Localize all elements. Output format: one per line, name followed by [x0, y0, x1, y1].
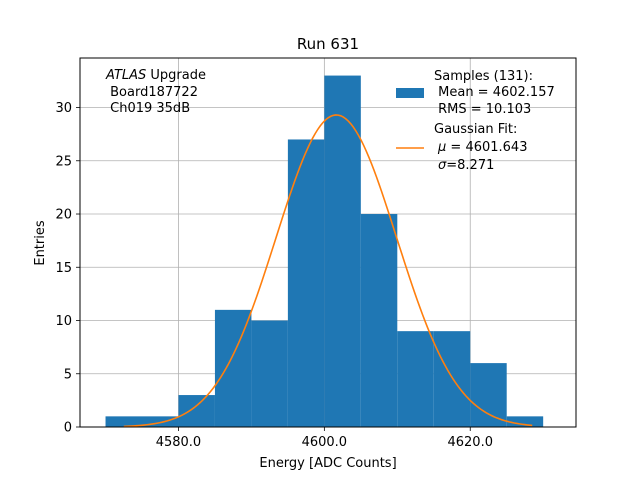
x-tick-label: 4580.0 — [156, 435, 202, 450]
histogram-bar — [142, 416, 179, 427]
plot-frame — [79, 57, 577, 428]
histogram-bar — [470, 363, 507, 427]
fit-curve-layer — [123, 114, 533, 428]
histogram-bar — [397, 331, 434, 427]
histogram-bars — [105, 75, 544, 428]
y-tick-label: 10 — [55, 314, 72, 329]
sigma-value: =8.271 — [446, 158, 494, 173]
y-tick-label: 15 — [55, 261, 72, 276]
y-tick-label: 25 — [55, 154, 72, 169]
mu-symbol: μ — [437, 140, 446, 155]
channel-label: Ch019 35dB — [106, 101, 190, 116]
histogram-bar — [178, 395, 215, 427]
board-label: Board187722 — [106, 85, 198, 100]
gaussian-fit-curve — [123, 114, 533, 428]
mu-value: = 4601.643 — [446, 140, 527, 155]
histogram-bar — [433, 331, 471, 427]
x-axis-label: Energy [ADC Counts] — [259, 456, 396, 471]
y-tick-label: 0 — [64, 421, 72, 436]
histogram-bar — [324, 75, 361, 428]
histogram-bar — [506, 416, 544, 427]
legend-samples-swatch — [396, 88, 424, 98]
histogram-bar — [287, 139, 325, 427]
upgrade-label: Upgrade — [146, 68, 206, 83]
histogram-bar — [251, 320, 288, 427]
histogram-bar — [214, 309, 252, 427]
chart-title: Run 631 — [297, 35, 359, 53]
legend-fit-title: Gaussian Fit: — [434, 122, 517, 137]
legend-samples-title: Samples (131): — [434, 69, 533, 84]
legend: Samples (131): Mean = 4602.157 RMS = 10.… — [396, 69, 555, 173]
legend-fit-sigma: σ=8.271 — [438, 158, 494, 173]
histogram-bar — [360, 214, 398, 427]
legend-fit-mu: μ = 4601.643 — [437, 140, 527, 155]
sigma-symbol: σ — [438, 158, 447, 173]
histogram-bar — [105, 416, 142, 427]
y-tick-label: 30 — [55, 101, 72, 116]
atlas-annotation-line1: ATLAS Upgrade — [105, 68, 206, 83]
legend-samples-mean: Mean = 4602.157 — [434, 85, 555, 100]
y-axis-label: Entries — [33, 220, 48, 266]
legend-samples-rms: RMS = 10.103 — [434, 102, 531, 117]
atlas-italic-label: ATLAS — [105, 68, 146, 83]
axis-ticks: 4580.0 4600.0 4620.0 0 5 10 15 20 25 30 — [55, 101, 493, 450]
y-tick-label: 20 — [55, 208, 72, 223]
x-tick-label: 4600.0 — [302, 435, 348, 450]
y-tick-label: 5 — [64, 367, 72, 382]
x-tick-label: 4620.0 — [447, 435, 493, 450]
